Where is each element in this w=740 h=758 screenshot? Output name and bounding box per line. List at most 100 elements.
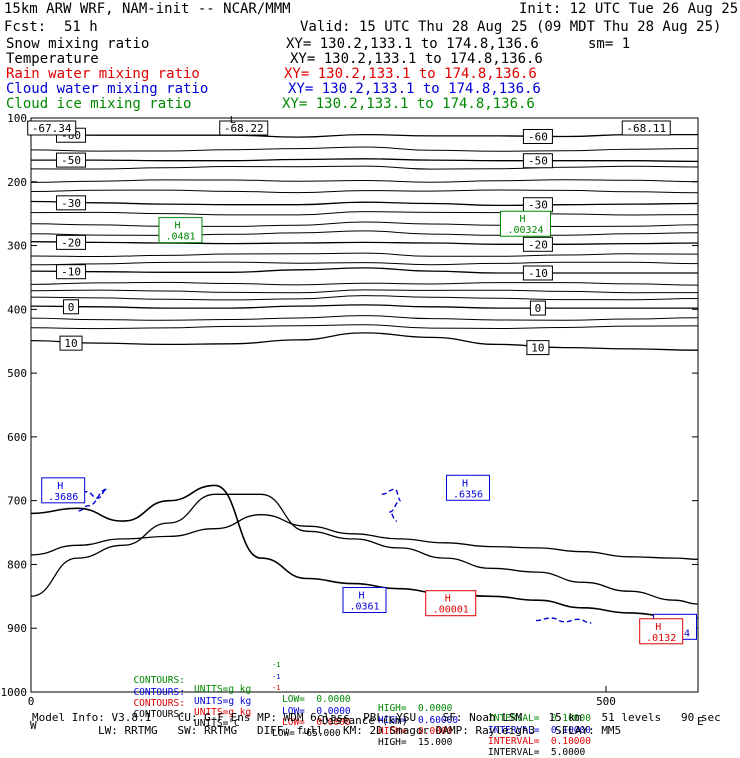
isotherm-10 <box>30 332 699 351</box>
isotherm-label: -50 <box>61 154 81 167</box>
isotherm-label: -10 <box>528 267 548 280</box>
isotherm-label-box <box>522 236 553 252</box>
y-tick-label: 700 <box>7 495 27 508</box>
isotherm-line <box>30 261 699 266</box>
max-marker-value: .00324 <box>507 225 543 236</box>
isotherm-minus30 <box>30 200 699 207</box>
max-marker-box <box>158 217 203 244</box>
contours-units-sup: -1 <box>272 661 281 669</box>
isotherm-line <box>30 230 699 236</box>
max-marker-box <box>41 477 86 504</box>
field-extra-snow: sm= 1 <box>588 36 631 52</box>
max-marker-box <box>342 587 387 614</box>
contours-high: HIGH= 0.0000 <box>378 703 453 714</box>
isotherm-label: 10 <box>531 342 544 355</box>
contours-units: UNITS=g kg <box>194 684 252 695</box>
contours-interval: INTERVAL= 0.10000 <box>488 724 591 736</box>
isotherm-label: -20 <box>528 238 548 251</box>
contours-label: CONTOURS: <box>133 686 185 698</box>
isotherm-label-box <box>526 340 550 356</box>
isotherm-label: -10 <box>61 266 81 279</box>
isotherm-label-box <box>56 152 87 168</box>
y-tick-label: 300 <box>7 240 27 253</box>
model-info-line2: LW: RRTMG SW: RRTMG DIFF: full KM: 2D Sm… <box>98 724 622 737</box>
isotherm-label: -60 <box>528 130 548 143</box>
contours-units: UNITS=°C <box>194 718 240 729</box>
model-info-line1: Model Info: V3.8.1 CU: G-F Ens MP: WDM 6… <box>32 711 721 724</box>
max-marker-box <box>639 618 684 645</box>
isotherm-label: 0 <box>535 302 542 315</box>
contours-label: CONTOURS: <box>133 674 185 686</box>
isotherm-label: -30 <box>61 197 81 210</box>
contours-units: UNITS=g kg <box>194 696 252 707</box>
isotherm-line <box>30 295 699 301</box>
isotherm-label-box <box>522 128 553 144</box>
field-xy-snow: XY= 130.2,133.1 to 174.8,136.6 <box>286 36 539 52</box>
max-marker-value: .0481 <box>165 232 195 243</box>
max-marker-value: .3686 <box>48 492 78 503</box>
y-tick-label: 400 <box>7 303 27 316</box>
forecast-hour: 51 h <box>64 19 98 35</box>
isotherm-label: 0 <box>68 301 75 314</box>
max-marker-h: H <box>57 481 63 492</box>
y-tick-label: 600 <box>7 431 27 444</box>
top-min-label: -67.34 <box>32 122 72 135</box>
field-name-snow: Snow mixing ratio <box>6 36 150 52</box>
isotherm-line-lower <box>30 493 699 605</box>
isotherm-line <box>30 315 699 321</box>
isotherm-label-box <box>529 300 546 316</box>
isotherm-label-box <box>522 265 553 281</box>
isotherm-label-box <box>63 299 80 315</box>
isotherm-minus20 <box>30 241 699 245</box>
max-marker-h: H <box>520 214 526 225</box>
field-xy-cloud-ice: XY= 130.2,133.1 to 174.8,136.6 <box>282 96 535 112</box>
max-marker-value: .0361 <box>349 602 379 613</box>
isotherm-label: -20 <box>61 236 81 249</box>
y-tick-label: 100 <box>7 112 27 125</box>
isotherm-line-lower <box>30 514 699 560</box>
field-name-cloud-water: Cloud water mixing ratio <box>6 81 209 97</box>
isotherm-label: -30 <box>528 199 548 212</box>
model-title: 15km ARW WRF, NAM-init -- NCAR/MMM <box>4 1 291 17</box>
max-marker-box <box>446 474 490 501</box>
contours-interval: INTERVAL= 0.10000 <box>488 712 591 724</box>
field-xy-temperature: XY= 130.2,133.1 to 174.8,136.6 <box>290 51 543 67</box>
axis-east-label: E <box>697 715 704 728</box>
y-tick-label: 900 <box>7 622 27 635</box>
max-marker-box <box>500 210 551 237</box>
isotherm-label-box <box>56 264 87 280</box>
isotherm-label: 10 <box>64 337 77 350</box>
contours-high: HIGH= 15.000 <box>378 737 453 748</box>
init-time: Init: 12 UTC Tue 26 Aug 25 <box>519 1 739 17</box>
max-marker-box <box>425 590 477 617</box>
isotherm-label: -50 <box>528 155 548 168</box>
isotherm-line <box>30 289 699 294</box>
valid-time: Valid: 15 UTC Thu 28 Aug 25 (09 MDT Thu … <box>300 19 722 35</box>
isotherm-line <box>30 189 699 194</box>
isotherm-line <box>30 165 699 170</box>
plot-frame <box>30 117 699 693</box>
max-marker-h: H <box>359 591 365 602</box>
field-xy-cloud-water: XY= 130.2,133.1 to 174.8,136.6 <box>288 81 541 97</box>
top-min-label-box <box>219 120 269 136</box>
field-name-rain: Rain water mixing ratio <box>6 66 200 82</box>
contours-interval: INTERVAL= 0.10000 <box>488 735 591 747</box>
isotherm-line <box>30 281 699 286</box>
isotherm-0 <box>30 304 698 309</box>
max-marker-h: H <box>445 594 451 605</box>
isotherm-line <box>30 146 699 152</box>
contours-units-sup: -1 <box>272 673 281 681</box>
cloud-water-contour <box>381 488 402 522</box>
terrain-surface <box>30 484 699 619</box>
contours-label: CONTOURS: <box>133 697 185 709</box>
isotherm-line <box>30 324 699 330</box>
cloud-water-contour <box>63 484 108 512</box>
top-min-label: -68.22 <box>224 122 264 135</box>
isotherm-line <box>30 252 699 258</box>
isotherm-minus10 <box>30 267 698 274</box>
forecast-label: Fcst: <box>4 19 47 35</box>
contours-low: LOW= -65.000 <box>272 727 341 739</box>
top-min-label-box <box>27 120 77 136</box>
isotherm-line <box>30 221 699 228</box>
